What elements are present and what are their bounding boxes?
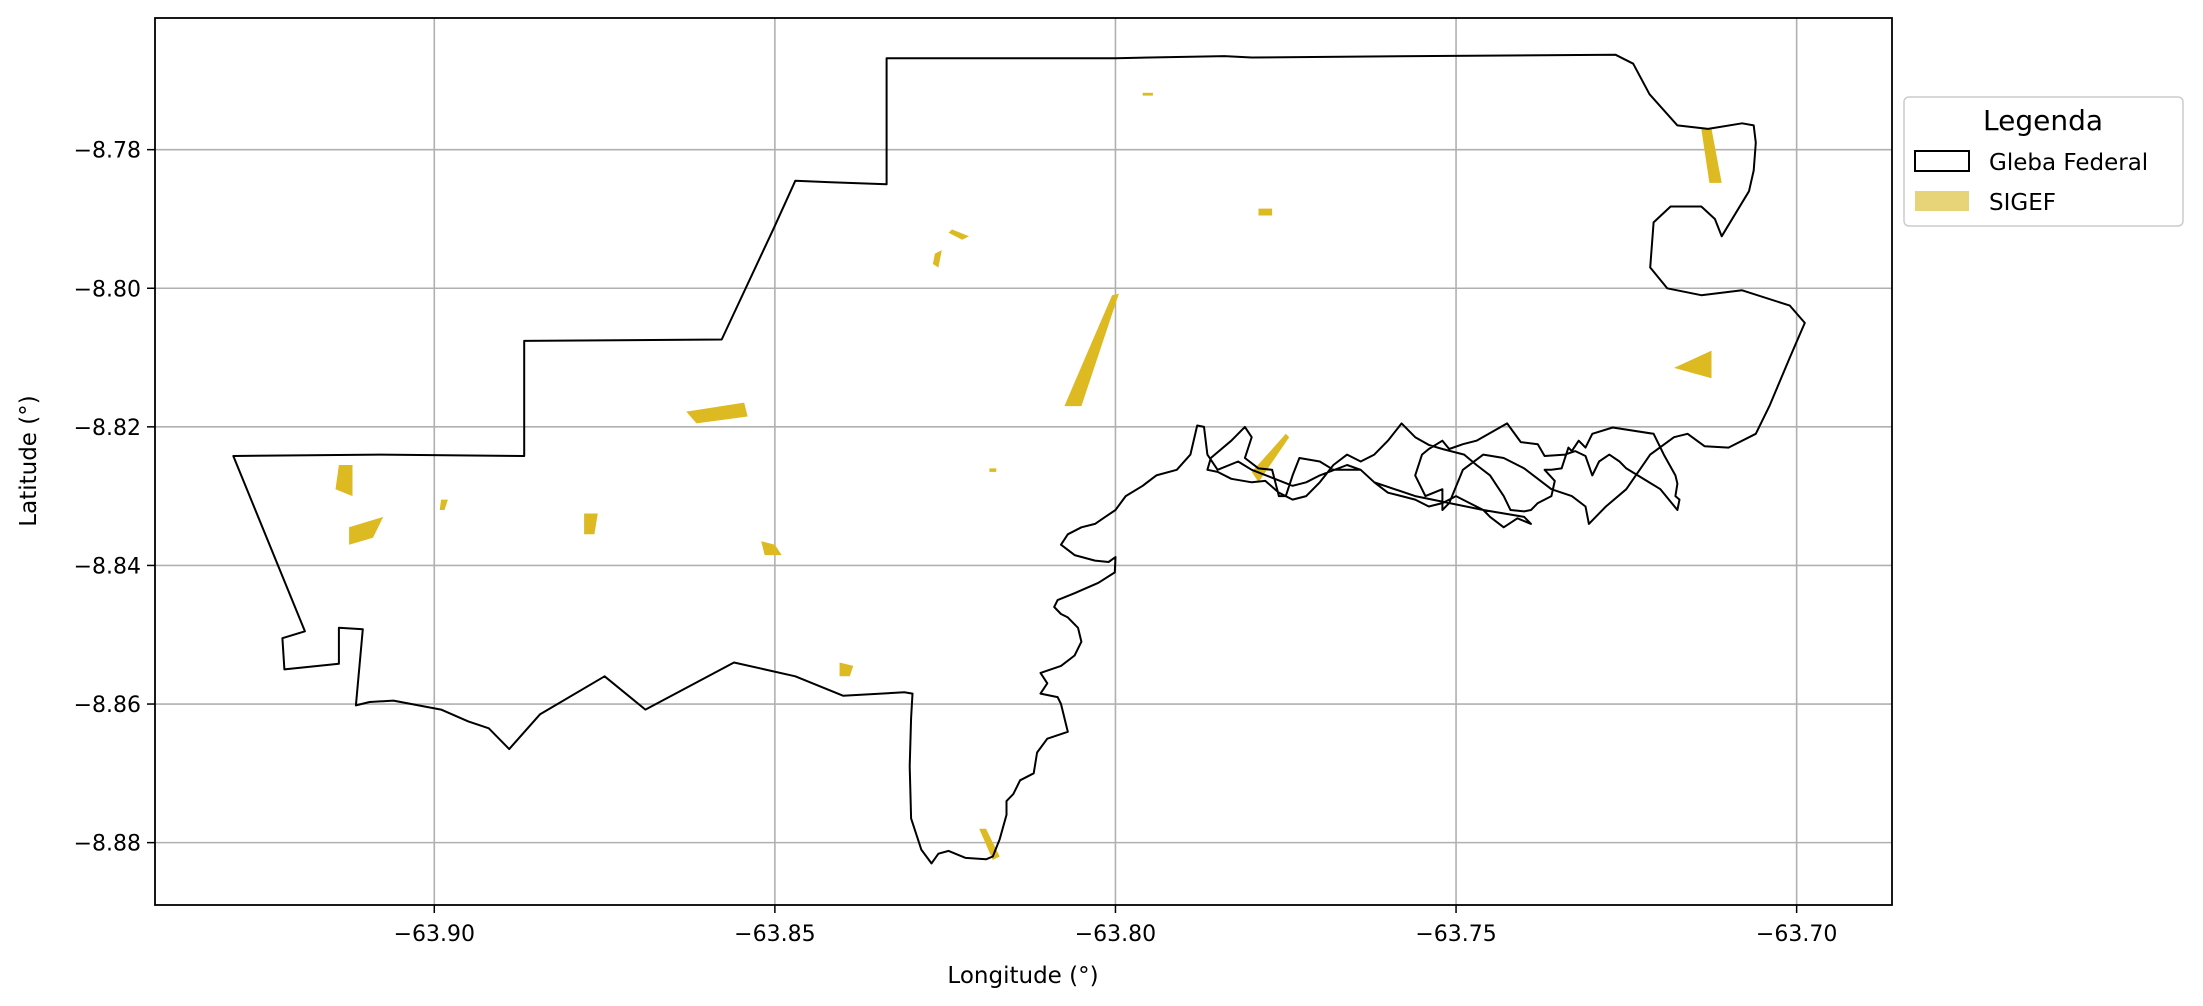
sigef-parcel [349, 516, 384, 545]
sigef-parcel [989, 468, 997, 472]
sigef-parcel [1142, 92, 1153, 96]
x-tick-label: −63.80 [1075, 922, 1156, 947]
plot-area [147, 17, 1893, 913]
y-tick-label: −8.86 [74, 693, 141, 718]
tick-layer [147, 148, 1798, 913]
legend-label-sigef: SIGEF [1989, 190, 2056, 216]
sigef-parcel [335, 465, 353, 497]
legend-frame [1903, 96, 2184, 227]
y-tick-label: −8.80 [74, 277, 141, 302]
legend-swatch-gleba-federal [1914, 150, 1970, 172]
x-tick-label: −63.85 [734, 922, 815, 947]
legend-title: Legenda [1983, 104, 2103, 137]
sigef-parcel [932, 250, 942, 268]
legend: Legenda Gleba Federal SIGEF [1903, 96, 2184, 227]
y-tick-label: −8.82 [74, 416, 141, 441]
sigef-parcel [1701, 128, 1722, 183]
legend-swatch-sigef [1915, 191, 1969, 211]
plot-frame [154, 17, 1893, 906]
sigef-parcel [839, 662, 854, 677]
sigef-parcel [1251, 433, 1290, 483]
sigef-parcel [1674, 350, 1712, 379]
plot-background [155, 18, 1892, 905]
sigef-parcel [1064, 293, 1119, 407]
sigef-parcel [584, 513, 598, 535]
y-tick-label: −8.88 [74, 832, 141, 857]
legend-label-gleba-federal: Gleba Federal [1989, 150, 2148, 176]
sigef-parcel [686, 402, 748, 424]
x-tick-label: −63.90 [394, 922, 475, 947]
x-tick-label: −63.75 [1415, 922, 1496, 947]
grid-layer [155, 18, 1892, 905]
sigef-parcel [439, 499, 448, 510]
y-axis-title: Latitude (°) [16, 395, 42, 526]
x-axis-title: Longitude (°) [947, 963, 1098, 989]
y-tick-label: −8.78 [74, 139, 141, 164]
sigef-parcel [948, 229, 969, 240]
sigef-parcel [761, 541, 782, 556]
gleba-federal-boundary [232, 53, 1806, 865]
sigef-parcel [1258, 208, 1273, 216]
data-layer [232, 53, 1806, 865]
x-tick-label: −63.70 [1756, 922, 1837, 947]
y-tick-label: −8.84 [74, 554, 141, 579]
